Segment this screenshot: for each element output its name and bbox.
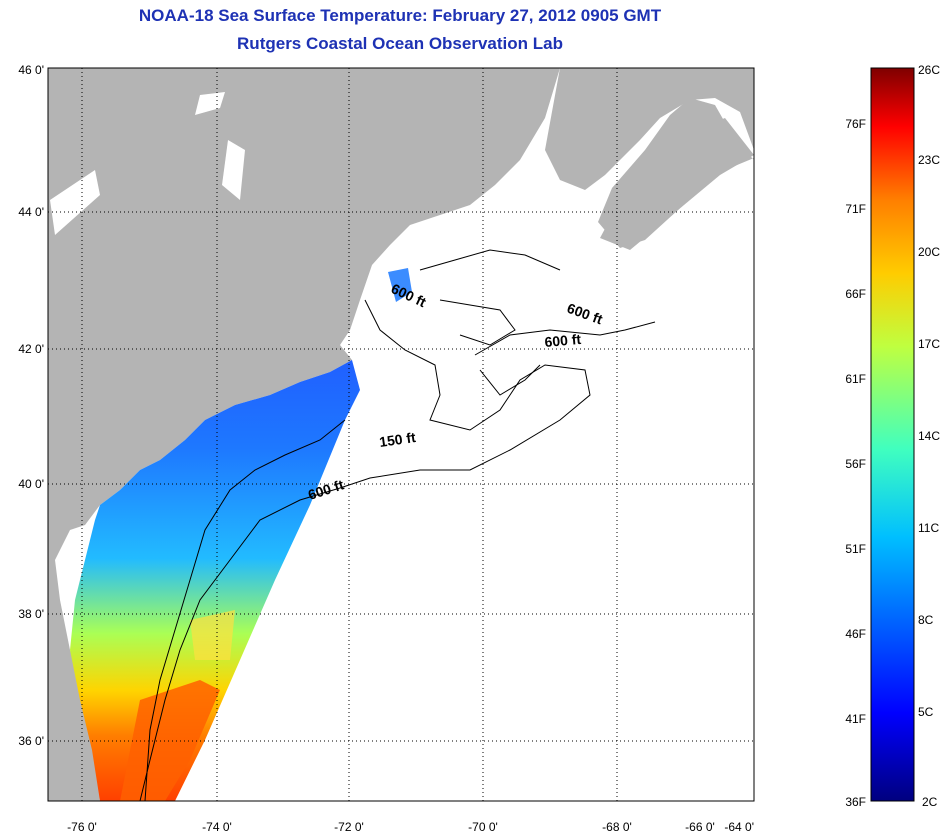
graticule xyxy=(48,68,754,801)
lon-tick: -66 0' xyxy=(685,820,715,834)
land-nova-scotia xyxy=(600,118,754,250)
colorbar-c-label: 26C xyxy=(918,63,940,77)
colorbar-f-label: 66F xyxy=(845,287,866,301)
contour-label: 150 ft xyxy=(378,429,417,450)
colorbar-c-label: 11C xyxy=(918,521,939,535)
lon-tick: -68 0' xyxy=(602,820,632,834)
lat-tick: 46 0' xyxy=(18,63,44,77)
colorbar-c-label: 20C xyxy=(918,245,940,259)
lat-tick: 40 0' xyxy=(18,477,44,491)
colorbar-c-label: 23C xyxy=(918,153,940,167)
colorbar-f-label: 56F xyxy=(845,457,866,471)
colorbar xyxy=(870,67,915,802)
colorbar-f-label: 76F xyxy=(845,117,866,131)
lat-tick: 36 0' xyxy=(18,734,44,748)
colorbar-c-label: 8C xyxy=(918,613,934,627)
map-subtitle: Rutgers Coastal Ocean Observation Lab xyxy=(237,34,563,53)
colorbar-f-label: 46F xyxy=(845,627,866,641)
colorbar-f-label: 51F xyxy=(845,542,866,556)
colorbar-f-label: 41F xyxy=(845,712,866,726)
lon-tick: -70 0' xyxy=(468,820,498,834)
lon-tick: -64 0' xyxy=(724,820,754,834)
colorbar-c-label: 2C xyxy=(922,795,938,809)
map-title: NOAA-18 Sea Surface Temperature: Februar… xyxy=(138,6,662,25)
land-mainland xyxy=(48,68,560,801)
lon-tick: -76 0' xyxy=(67,820,97,834)
colorbar-f-label: 36F xyxy=(845,795,866,809)
colorbar-f-label: 61F xyxy=(845,372,866,386)
colorbar-c-label: 17C xyxy=(918,337,940,351)
colorbar-c-label: 14C xyxy=(918,429,940,443)
lon-tick: -72 0' xyxy=(334,820,364,834)
map-frame xyxy=(47,67,755,802)
lat-tick: 42 0' xyxy=(18,342,44,356)
lat-tick: 38 0' xyxy=(18,607,44,621)
lon-tick: -74 0' xyxy=(202,820,232,834)
colorbar-c-label: 5C xyxy=(918,705,934,719)
lat-tick: 44 0' xyxy=(18,205,44,219)
contour-label: 600 ft xyxy=(544,331,582,350)
colorbar-f-label: 71F xyxy=(845,202,866,216)
